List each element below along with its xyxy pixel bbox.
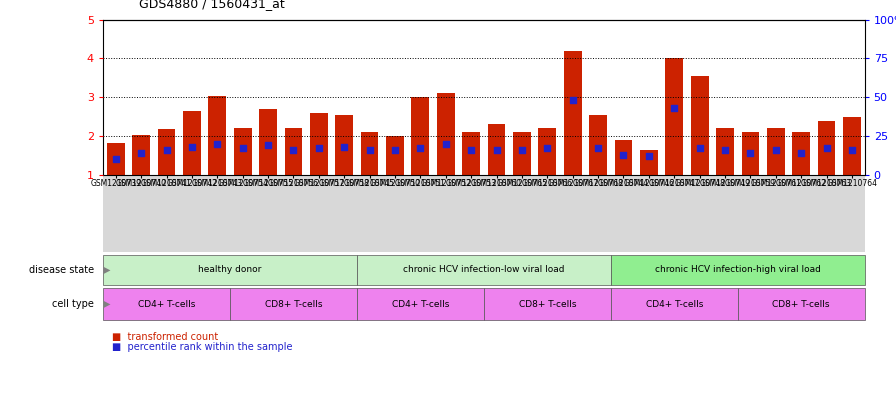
Bar	[335, 115, 353, 175]
Text: CD4+ T-cells: CD4+ T-cells	[392, 300, 449, 309]
Bar	[564, 51, 582, 175]
Point	[769, 147, 783, 153]
Bar	[361, 132, 378, 175]
Point	[642, 153, 656, 160]
Bar	[158, 129, 176, 175]
Bar	[259, 109, 277, 175]
Bar	[107, 143, 125, 175]
Text: CD8+ T-cells: CD8+ T-cells	[772, 300, 830, 309]
Point	[159, 147, 174, 153]
Bar	[843, 117, 861, 175]
Point	[134, 150, 149, 156]
Bar	[590, 115, 607, 175]
Point	[464, 147, 478, 153]
Bar	[666, 59, 683, 175]
Point	[744, 150, 758, 156]
Text: CD8+ T-cells: CD8+ T-cells	[264, 300, 323, 309]
Point	[845, 147, 859, 153]
Bar	[133, 135, 150, 175]
Text: ▶: ▶	[103, 299, 110, 309]
Point	[211, 141, 225, 147]
Bar	[615, 140, 633, 175]
Point	[667, 105, 682, 111]
Bar	[234, 128, 252, 175]
Point	[616, 152, 631, 158]
Text: chronic HCV infection-low viral load: chronic HCV infection-low viral load	[403, 266, 564, 274]
Bar	[437, 94, 454, 175]
Bar	[487, 125, 505, 175]
Bar	[513, 132, 530, 175]
Point	[794, 150, 808, 156]
Point	[337, 144, 351, 150]
Bar	[386, 136, 404, 175]
Text: disease state: disease state	[29, 265, 94, 275]
Bar	[742, 132, 759, 175]
Point	[236, 145, 250, 152]
Bar	[691, 76, 709, 175]
Bar	[640, 150, 658, 175]
Text: CD4+ T-cells: CD4+ T-cells	[138, 300, 195, 309]
Point	[261, 142, 275, 149]
Bar	[285, 128, 302, 175]
Point	[591, 145, 606, 152]
Bar	[818, 121, 835, 175]
Bar	[462, 132, 480, 175]
Bar	[209, 97, 226, 175]
Text: GDS4880 / 1560431_at: GDS4880 / 1560431_at	[139, 0, 285, 10]
Text: CD8+ T-cells: CD8+ T-cells	[519, 300, 576, 309]
Text: ▶: ▶	[103, 265, 110, 275]
Bar	[792, 132, 810, 175]
Point	[312, 145, 326, 152]
Bar	[767, 128, 785, 175]
Bar	[310, 113, 328, 175]
Point	[718, 147, 732, 153]
Bar	[411, 97, 429, 175]
Point	[185, 144, 199, 150]
Point	[540, 145, 555, 152]
Point	[820, 145, 834, 152]
Point	[514, 147, 529, 153]
Text: healthy donor: healthy donor	[198, 266, 262, 274]
Point	[363, 147, 377, 153]
Text: ■  percentile rank within the sample: ■ percentile rank within the sample	[112, 342, 292, 352]
Text: cell type: cell type	[52, 299, 94, 309]
Point	[439, 141, 453, 147]
Text: CD4+ T-cells: CD4+ T-cells	[645, 300, 703, 309]
Point	[388, 147, 402, 153]
Bar	[538, 128, 556, 175]
Text: chronic HCV infection-high viral load: chronic HCV infection-high viral load	[655, 266, 821, 274]
Point	[287, 147, 301, 153]
Bar	[716, 128, 734, 175]
Point	[565, 97, 580, 103]
Point	[489, 147, 504, 153]
Point	[693, 145, 707, 152]
Point	[413, 145, 427, 152]
Text: ■  transformed count: ■ transformed count	[112, 332, 219, 342]
Bar	[183, 111, 201, 175]
Point	[108, 156, 123, 162]
